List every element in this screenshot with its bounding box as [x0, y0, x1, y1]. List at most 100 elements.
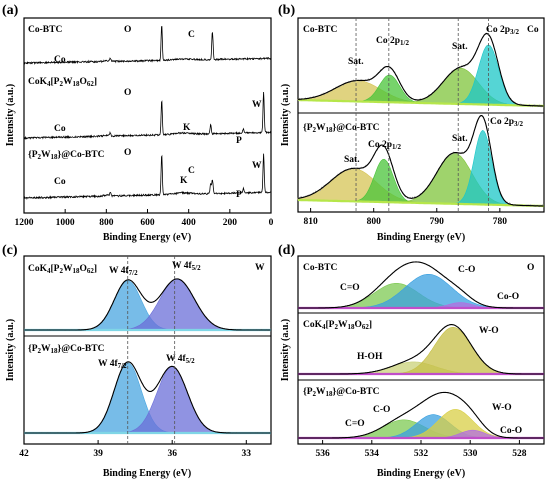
peak-label-a1-C: C [188, 30, 195, 40]
peak-label-a3-P: P [236, 190, 242, 200]
fit-baseline [298, 98, 544, 108]
panel-c-xlabel: Binding Energy (eV) [103, 468, 191, 479]
panel-d-element: O [527, 263, 534, 273]
panel-a-xlabel: Binding Energy (eV) [103, 232, 191, 243]
panel-d-ylabel: Intensity (a.u.) [280, 319, 291, 382]
panel-a-spectra [23, 26, 272, 200]
x-tick-label: 36 [167, 449, 177, 459]
survey-spectrum [24, 153, 272, 200]
series-label-b1: Co-BTC [303, 25, 337, 35]
fit-envelope [297, 33, 544, 107]
panel-b-xlabel: Binding Energy (eV) [377, 232, 465, 243]
peak-label-c1-4f72: W 4f7/2 [109, 266, 138, 277]
peak-label-b1-2p32: Co 2p3/2 [486, 25, 519, 36]
fit-envelope [24, 278, 271, 331]
peak-label-b1-sat2: Sat. [452, 42, 468, 52]
panel-d: (d) 536 534 532 530 528 Binding Energy (eV) … [278, 243, 545, 479]
survey-spectrum [23, 91, 272, 140]
peak-label-b1-2p12: Co 2p1/2 [376, 36, 409, 47]
peak-label-a2-Co: Co [54, 124, 66, 134]
x-tick-label: 800 [99, 218, 114, 228]
x-tick-label: 400 [182, 218, 197, 228]
panel-a-x-ticks: 1200 1000 800 600 400 200 0 [15, 209, 274, 228]
peak-label-a2-W: W [252, 100, 262, 110]
peak-label-a1-O: O [124, 25, 131, 35]
x-tick-label: 39 [93, 449, 103, 459]
panel-c: (c) 42 39 36 33 Binding Energy (eV) Intensi… [2, 243, 272, 479]
x-tick-label: 33 [242, 449, 252, 459]
panel-c-element: W [255, 263, 265, 273]
x-tick-label: 0 [269, 218, 274, 228]
panel-d-xlabel: Binding Energy (eV) [377, 468, 465, 479]
series-label-pom: CoK4[P2W18O62] [28, 77, 97, 88]
fit-envelope [24, 361, 271, 434]
series-label-d3: {P2W18}@Co-BTC [303, 387, 380, 398]
series-label-c2: {P2W18}@Co-BTC [28, 344, 105, 355]
series-label-b2: {P2W18}@Co-BTC [303, 123, 380, 134]
series-label-d2: CoK4[P2W18O62] [303, 320, 372, 331]
series-label-co-btc: Co-BTC [28, 25, 62, 35]
panel-b-label: (b) [278, 3, 295, 18]
peak-label-b1-sat1: Sat. [348, 57, 364, 67]
peak-label-c2-4f52: W 4f5/2 [166, 354, 195, 365]
fit-peak [298, 326, 544, 375]
peak-label-c1-4f52: W 4f5/2 [172, 261, 201, 272]
x-tick-label: 534 [365, 449, 380, 459]
fit-envelope [298, 261, 544, 309]
panel-d-spectra [297, 261, 545, 440]
fit-envelope [298, 324, 544, 375]
panel-c-label: (c) [2, 243, 18, 258]
peak-label-d3-CO: C-O [373, 405, 390, 415]
peak-label-a3-O: O [124, 148, 131, 158]
peak-label-d1-CO: C-O [458, 265, 475, 275]
panel-a-label: (a) [2, 3, 19, 18]
peak-label-a1-Co: Co [54, 55, 66, 65]
x-tick-label: 1000 [56, 218, 75, 228]
peak-label-c2-4f72: W 4f7/2 [98, 359, 127, 370]
series-label-c1: CoK4[P2W18O62] [28, 264, 97, 275]
peak-label-b2-2p32: Co 2p3/2 [490, 117, 523, 128]
x-tick-label: 780 [493, 217, 508, 227]
panel-a-ylabel: Intensity (a.u.) [5, 84, 16, 147]
fit-baseline [298, 198, 544, 208]
peak-label-a3-C: C [188, 166, 195, 176]
x-tick-label: 1200 [15, 218, 34, 228]
panel-b-spectra [297, 18, 545, 212]
fit-peak [24, 278, 271, 331]
panel-b-x-ticks: 810 800 790 780 [303, 208, 507, 227]
panel-c-spectra [23, 256, 272, 444]
peak-label-a2-P: P [236, 136, 242, 146]
x-tick-label: 200 [223, 218, 238, 228]
x-tick-label: 42 [19, 449, 29, 459]
peak-label-d1-CdO: C=O [340, 283, 360, 293]
survey-spectrum [23, 26, 272, 65]
peak-label-d1-CoO: Co-O [497, 292, 519, 302]
peak-label-a3-W: W [252, 161, 262, 171]
x-tick-label: 532 [414, 449, 429, 459]
panel-c-frame [23, 255, 272, 445]
fit-envelope [297, 115, 544, 207]
panel-b-frame [297, 17, 545, 213]
panel-a: (a) 1200 1000 800 600 400 200 0 Binding Energy… [2, 3, 274, 243]
peak-label-a2-K: K [183, 123, 191, 133]
peak-label-b2-2p12: Co 2p1/2 [368, 140, 401, 151]
peak-label-d2-HOH: H-OH [357, 352, 383, 362]
peak-label-a3-K: K [180, 176, 188, 186]
peak-label-d3-CdO: C=O [345, 419, 365, 429]
x-tick-label: 536 [315, 449, 330, 459]
peak-label-d3-WO: W-O [492, 403, 512, 413]
peak-label-d2-WO: W-O [479, 326, 499, 336]
fit-envelope [298, 391, 544, 439]
x-tick-label: 530 [463, 449, 478, 459]
peak-label-b2-sat2: Sat. [452, 134, 468, 144]
panel-d-label: (d) [278, 243, 295, 258]
panel-b-ylabel: Intensity (a.u.) [280, 84, 291, 147]
x-tick-label: 810 [303, 217, 318, 227]
x-tick-label: 528 [512, 449, 527, 459]
fit-peak [24, 366, 271, 434]
series-label-d1: Co-BTC [303, 263, 337, 273]
panel-b-element: Co [527, 25, 539, 35]
x-tick-label: 800 [367, 217, 382, 227]
panel-c-ylabel: Intensity (a.u.) [5, 319, 16, 382]
